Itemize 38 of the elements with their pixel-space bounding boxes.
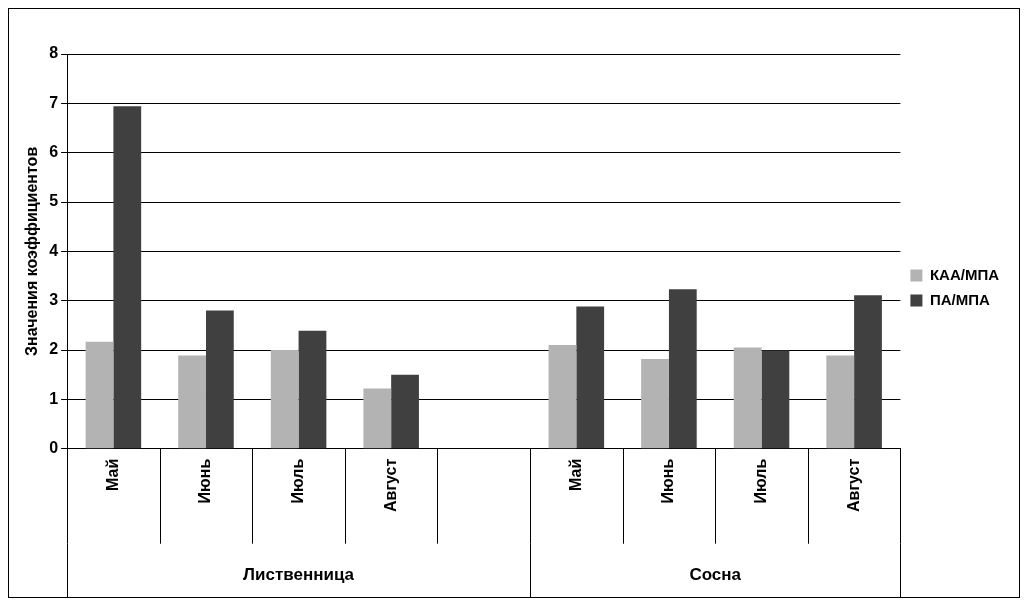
bar: [391, 374, 419, 449]
y-tick-label: 4: [49, 241, 59, 259]
y-tick-label: 2: [49, 340, 59, 358]
x-tick-label: Июнь: [196, 458, 214, 504]
x-tick-label: Август: [381, 458, 399, 513]
legend-label: ПА/МПА: [929, 290, 990, 308]
bar: [178, 355, 206, 449]
y-tick-label: 8: [49, 44, 59, 62]
bar: [761, 350, 790, 449]
bar: [733, 347, 762, 449]
bar: [113, 106, 142, 449]
x-tick-label: Июнь: [659, 458, 677, 504]
x-tick-label: Май: [103, 458, 121, 491]
y-tick-label: 3: [49, 291, 59, 309]
text: Сосна: [689, 565, 742, 585]
bar: [548, 345, 577, 449]
bar: [363, 388, 392, 449]
x-tick-label: Июль: [751, 458, 769, 504]
x-tick-label: Май: [566, 458, 584, 491]
y-tick-label: 0: [49, 439, 59, 457]
x-tick-label: Июль: [288, 458, 306, 504]
bar: [298, 330, 327, 449]
bar: [85, 341, 114, 449]
x-tick-label: Август: [844, 458, 862, 513]
bar: [826, 355, 855, 449]
y-tick-label: 6: [49, 143, 59, 161]
y-tick-label: 5: [49, 192, 59, 210]
y-tick-label: 7: [49, 93, 59, 111]
bar: [205, 310, 234, 449]
bar: [576, 306, 605, 449]
bar: [641, 358, 669, 449]
bar: [668, 289, 697, 449]
bar: [270, 350, 299, 449]
bar: [854, 295, 882, 449]
legend-label: КАА/МПА: [929, 265, 1000, 283]
y-tick-label: 1: [49, 389, 59, 407]
y-axis-title: Значения коэффициентов: [23, 146, 41, 356]
text: Лиственница: [243, 565, 355, 585]
